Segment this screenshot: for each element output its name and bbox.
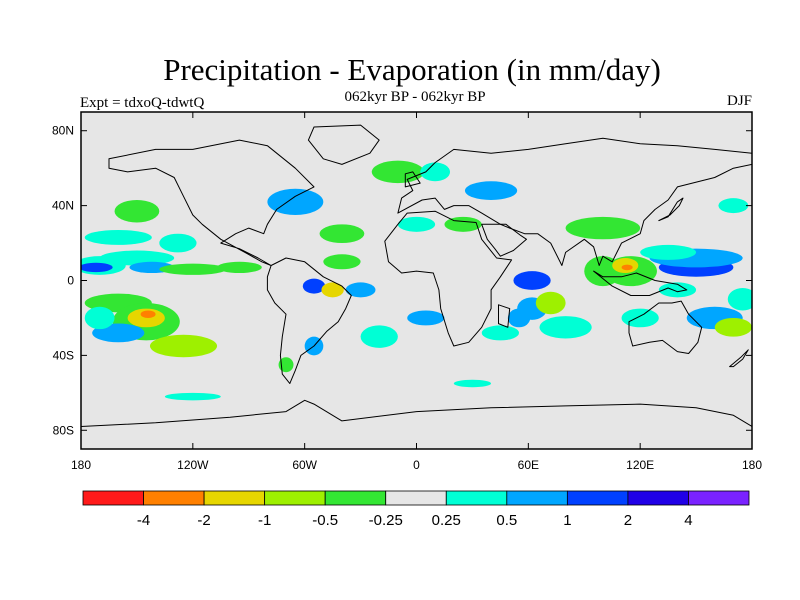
coastline-uk bbox=[404, 171, 421, 188]
contour-blob-15 bbox=[159, 233, 197, 253]
lon-tick-label: 120W bbox=[177, 458, 209, 472]
contour-blob-25 bbox=[420, 162, 451, 182]
precip-contour-layer bbox=[81, 160, 752, 401]
colorbar-label: 0.25 bbox=[432, 512, 461, 529]
contour-blob-26 bbox=[464, 181, 518, 200]
contour-blob-29 bbox=[513, 271, 551, 290]
contour-blob-20 bbox=[302, 278, 326, 294]
coastline-indonesia bbox=[593, 270, 688, 296]
coastline-greenland bbox=[307, 124, 380, 165]
contour-blob-21 bbox=[321, 282, 344, 298]
contour-blob-50 bbox=[718, 198, 749, 214]
lat-tick-label: 40N bbox=[52, 199, 74, 213]
colorbar-label: -1 bbox=[258, 512, 271, 529]
colorbar-label: 1 bbox=[563, 512, 571, 529]
contour-blob-1 bbox=[81, 262, 113, 273]
coastline-south-america bbox=[266, 257, 352, 384]
contour-blob-19 bbox=[345, 282, 376, 298]
contour-blob-41 bbox=[640, 244, 697, 260]
season-label: DJF bbox=[726, 93, 752, 109]
coastline-north-america bbox=[108, 139, 315, 266]
contour-blob-48 bbox=[164, 392, 221, 401]
contour-blob-45 bbox=[658, 282, 697, 298]
contour-blob-16 bbox=[267, 188, 324, 215]
lon-tick-label: 60W bbox=[292, 458, 317, 472]
contour-blob-32 bbox=[507, 308, 531, 328]
coastline-africa bbox=[384, 210, 513, 347]
contour-blob-13 bbox=[114, 199, 160, 223]
coastline-antarctica bbox=[81, 399, 752, 449]
contour-blob-33 bbox=[481, 325, 520, 341]
colorbar-label: -0.25 bbox=[369, 512, 403, 529]
contour-blob-28 bbox=[397, 216, 436, 232]
contour-blob-44 bbox=[727, 287, 752, 311]
colorbar-swatch bbox=[82, 490, 144, 506]
colorbar-label: -0.5 bbox=[312, 512, 338, 529]
contour-blob-5 bbox=[217, 261, 262, 274]
contour-blob-2 bbox=[99, 250, 175, 266]
colorbar-swatch bbox=[203, 490, 266, 506]
colorbar-swatch bbox=[627, 490, 689, 506]
colorbar-swatch bbox=[385, 490, 447, 506]
colorbar-label: 2 bbox=[624, 512, 632, 529]
contour-blob-34 bbox=[539, 316, 592, 339]
contour-blob-38 bbox=[621, 264, 633, 271]
coastline-arabia bbox=[481, 223, 527, 257]
lon-tick-label: 0 bbox=[413, 458, 420, 472]
contour-blob-8 bbox=[127, 308, 165, 328]
contour-blob-47 bbox=[565, 216, 641, 240]
colorbar-label: -4 bbox=[137, 512, 150, 529]
lon-tick-label: 120E bbox=[626, 458, 654, 472]
colorbar-swatch bbox=[566, 490, 629, 506]
lat-tick-label: 40S bbox=[53, 348, 74, 362]
coastline-madagascar bbox=[498, 304, 511, 328]
coastline-layer bbox=[81, 124, 752, 449]
lon-tick-label: 180 bbox=[71, 458, 91, 472]
contour-blob-12 bbox=[84, 306, 115, 330]
colorbar-swatch bbox=[506, 490, 568, 506]
colorbar-label: -2 bbox=[197, 512, 210, 529]
colorbar-label: 4 bbox=[684, 512, 692, 529]
contour-blob-14 bbox=[84, 229, 152, 245]
lon-tick-label: 180 bbox=[742, 458, 762, 472]
contour-blob-46 bbox=[621, 308, 659, 328]
colorbar-swatch bbox=[264, 490, 326, 506]
contour-blob-49 bbox=[453, 379, 492, 388]
lat-tick-label: 0 bbox=[67, 274, 74, 288]
colorbar-label: 0.5 bbox=[496, 512, 517, 529]
lon-tick-label: 60E bbox=[518, 458, 539, 472]
coastline-new-zealand bbox=[729, 349, 749, 368]
contour-blob-52 bbox=[278, 357, 294, 373]
colorbar-swatch bbox=[324, 490, 387, 506]
contour-blob-18 bbox=[323, 254, 361, 270]
contour-blob-31 bbox=[535, 291, 566, 315]
contour-blob-43 bbox=[714, 317, 752, 337]
coastline-japan bbox=[658, 197, 684, 222]
contour-blob-10 bbox=[149, 334, 218, 358]
subtitle: 062kyr BP - 062kyr BP bbox=[344, 89, 486, 105]
axis-ticks: 180 120W 60W 0 60E 120E 180 80N 40N 0 40S 80S bbox=[52, 112, 762, 472]
page-title: Precipitation - Evaporation (in mm/day) bbox=[163, 52, 661, 87]
colorbar-swatch bbox=[445, 490, 508, 506]
lat-tick-label: 80N bbox=[52, 124, 74, 138]
contour-blob-24 bbox=[371, 160, 424, 184]
contour-blob-22 bbox=[360, 325, 398, 348]
coastline-australia bbox=[628, 300, 703, 354]
contour-blob-23 bbox=[407, 310, 445, 326]
contour-blob-17 bbox=[319, 224, 365, 244]
contour-blob-9 bbox=[140, 310, 156, 318]
colorbar: -4 -2 -1 -0.5 -0.25 0.25 0.5 1 2 4 bbox=[82, 490, 750, 529]
colorbar-swatch bbox=[688, 490, 750, 506]
contour-blob-4 bbox=[159, 263, 227, 275]
lat-tick-label: 80S bbox=[53, 423, 74, 437]
colorbar-swatch bbox=[143, 490, 205, 506]
experiment-label: Expt = tdxoQ-tdwtQ bbox=[80, 95, 205, 111]
